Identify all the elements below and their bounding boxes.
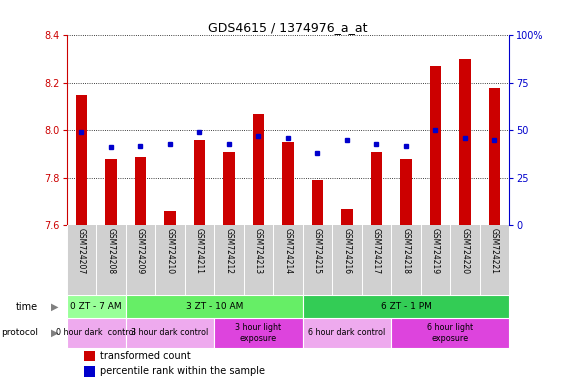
Text: ▶: ▶ — [51, 301, 59, 311]
Bar — [459, 59, 471, 225]
Text: GSM724209: GSM724209 — [136, 227, 145, 274]
Bar — [371, 152, 382, 225]
Text: 0 ZT - 7 AM: 0 ZT - 7 AM — [70, 302, 122, 311]
Text: 6 hour dark control: 6 hour dark control — [309, 328, 386, 338]
Text: 6 hour light
exposure: 6 hour light exposure — [427, 323, 473, 343]
Text: GSM724216: GSM724216 — [342, 227, 351, 274]
Text: GSM724215: GSM724215 — [313, 227, 322, 274]
Bar — [252, 114, 264, 225]
Bar — [303, 318, 392, 348]
Text: transformed count: transformed count — [100, 351, 191, 361]
Bar — [67, 318, 126, 348]
Bar — [126, 318, 214, 348]
Text: GSM724221: GSM724221 — [490, 227, 499, 273]
Text: GSM724212: GSM724212 — [224, 227, 234, 273]
Bar — [105, 159, 117, 225]
Text: protocol: protocol — [1, 328, 38, 338]
Bar — [135, 157, 146, 225]
Text: GSM724207: GSM724207 — [77, 227, 86, 274]
Bar — [392, 318, 509, 348]
Text: 3 ZT - 10 AM: 3 ZT - 10 AM — [186, 302, 243, 311]
Bar — [303, 295, 509, 318]
Text: 3 hour light
exposure: 3 hour light exposure — [235, 323, 281, 343]
Text: GSM724210: GSM724210 — [165, 227, 175, 274]
Text: GSM724217: GSM724217 — [372, 227, 381, 274]
Text: 6 ZT - 1 PM: 6 ZT - 1 PM — [380, 302, 432, 311]
Text: 0 hour dark  control: 0 hour dark control — [56, 328, 136, 338]
Text: 3 hour dark control: 3 hour dark control — [131, 328, 209, 338]
Text: GSM724211: GSM724211 — [195, 227, 204, 273]
Text: GSM724214: GSM724214 — [284, 227, 292, 274]
Bar — [67, 295, 126, 318]
Text: time: time — [16, 301, 38, 311]
Bar — [223, 152, 235, 225]
Bar — [311, 180, 324, 225]
Bar — [85, 351, 96, 361]
Text: GSM724219: GSM724219 — [431, 227, 440, 274]
Bar — [164, 211, 176, 225]
Bar — [400, 159, 412, 225]
Bar — [488, 88, 501, 225]
Title: GDS4615 / 1374976_a_at: GDS4615 / 1374976_a_at — [208, 21, 368, 34]
Bar — [430, 66, 441, 225]
Text: GSM724213: GSM724213 — [254, 227, 263, 274]
Bar — [214, 318, 303, 348]
Bar — [282, 142, 294, 225]
Bar — [194, 140, 205, 225]
Text: percentile rank within the sample: percentile rank within the sample — [100, 366, 265, 376]
Bar — [75, 95, 88, 225]
Text: ▶: ▶ — [51, 328, 59, 338]
Text: GSM724220: GSM724220 — [461, 227, 469, 274]
Bar — [341, 209, 353, 225]
Text: GSM724218: GSM724218 — [401, 227, 411, 273]
Bar — [85, 366, 96, 377]
Bar — [126, 295, 303, 318]
Text: GSM724208: GSM724208 — [107, 227, 115, 274]
